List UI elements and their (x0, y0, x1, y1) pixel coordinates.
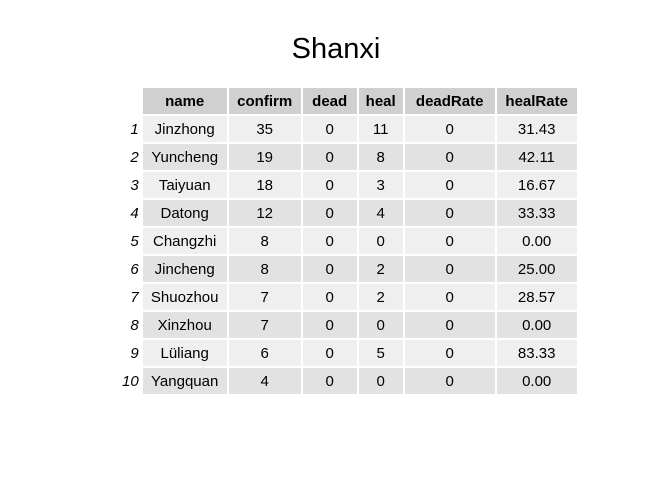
cell-confirm: 8 (228, 256, 301, 282)
column-header-dead: dead (302, 88, 357, 114)
cell-deadrate: 0 (404, 116, 495, 142)
table-title: Shanxi (291, 33, 381, 65)
row-number: 4 (130, 204, 139, 222)
column-header-deadrate: deadRate (404, 88, 495, 114)
cell-heal: 0 (358, 368, 403, 394)
cell-healrate: 42.11 (496, 144, 577, 170)
cell-heal: 0 (358, 228, 403, 254)
cell-healrate: 0.00 (496, 312, 577, 338)
header-row: name confirm dead heal deadRate healRate (118, 88, 577, 114)
table-row: 3 Taiyuan 18 0 3 0 16.67 (118, 172, 577, 198)
cell-dead: 0 (302, 368, 357, 394)
cell-dead: 0 (302, 172, 357, 198)
row-number: 3 (130, 176, 139, 194)
cell-name: Jinzhong (142, 116, 227, 142)
cell-healrate: 33.33 (496, 200, 577, 226)
cell-name: Jincheng (142, 256, 227, 282)
cell-confirm: 7 (228, 284, 301, 310)
row-number: 9 (130, 344, 139, 362)
cell-healrate: 25.00 (496, 256, 577, 282)
cell-healrate: 16.67 (496, 172, 577, 198)
cell-heal: 3 (358, 172, 403, 198)
row-number: 1 (130, 120, 139, 138)
cell-deadrate: 0 (404, 256, 495, 282)
cell-dead: 0 (302, 340, 357, 366)
cell-healrate: 0.00 (496, 368, 577, 394)
row-number: 6 (130, 260, 139, 278)
cell-confirm: 18 (228, 172, 301, 198)
cell-deadrate: 0 (404, 368, 495, 394)
cell-heal: 5 (358, 340, 403, 366)
table-row: 9 Lüliang 6 0 5 0 83.33 (118, 340, 577, 366)
table-row: 1 Jinzhong 35 0 11 0 31.43 (118, 116, 577, 142)
cell-deadrate: 0 (404, 228, 495, 254)
column-header-heal: heal (358, 88, 403, 114)
column-header-name: name (142, 88, 227, 114)
cell-confirm: 12 (228, 200, 301, 226)
cell-deadrate: 0 (404, 144, 495, 170)
cell-confirm: 6 (228, 340, 301, 366)
cell-heal: 2 (358, 284, 403, 310)
column-header-healrate: healRate (496, 88, 577, 114)
cell-dead: 0 (302, 116, 357, 142)
cell-healrate: 28.57 (496, 284, 577, 310)
cell-dead: 0 (302, 312, 357, 338)
row-number: 7 (130, 288, 139, 306)
cell-dead: 0 (302, 144, 357, 170)
cell-name: Changzhi (142, 228, 227, 254)
cell-confirm: 35 (228, 116, 301, 142)
table-body: 1 Jinzhong 35 0 11 0 31.43 2 Yuncheng 19 0 8 0 42.11 3… (118, 116, 577, 394)
table-row: 6 Jincheng 8 0 2 0 25.00 (118, 256, 577, 282)
cell-heal: 0 (358, 312, 403, 338)
cell-deadrate: 0 (404, 312, 495, 338)
cell-name: Shuozhou (142, 284, 227, 310)
cell-dead: 0 (302, 228, 357, 254)
cell-heal: 11 (358, 116, 403, 142)
row-number: 10 (122, 372, 139, 390)
cell-healrate: 31.43 (496, 116, 577, 142)
cell-healrate: 0.00 (496, 228, 577, 254)
cell-deadrate: 0 (404, 340, 495, 366)
table-row: 8 Xinzhou 7 0 0 0 0.00 (118, 312, 577, 338)
cell-heal: 2 (358, 256, 403, 282)
cell-name: Datong (142, 200, 227, 226)
row-number: 5 (130, 232, 139, 250)
table-row: 5 Changzhi 8 0 0 0 0.00 (118, 228, 577, 254)
row-number-header (118, 88, 141, 114)
cell-confirm: 4 (228, 368, 301, 394)
cell-heal: 8 (358, 144, 403, 170)
cell-dead: 0 (302, 200, 357, 226)
table-row: 7 Shuozhou 7 0 2 0 28.57 (118, 284, 577, 310)
cell-name: Yuncheng (142, 144, 227, 170)
data-table: name confirm dead heal deadRate healRate… (116, 86, 579, 396)
cell-deadrate: 0 (404, 200, 495, 226)
row-number: 2 (130, 148, 139, 166)
cell-name: Lüliang (142, 340, 227, 366)
table-row: 10 Yangquan 4 0 0 0 0.00 (118, 368, 577, 394)
cell-confirm: 8 (228, 228, 301, 254)
cell-confirm: 19 (228, 144, 301, 170)
cell-heal: 4 (358, 200, 403, 226)
cell-name: Taiyuan (142, 172, 227, 198)
table-row: 2 Yuncheng 19 0 8 0 42.11 (118, 144, 577, 170)
cell-name: Yangquan (142, 368, 227, 394)
cell-dead: 0 (302, 284, 357, 310)
column-header-confirm: confirm (228, 88, 301, 114)
row-number: 8 (130, 316, 139, 334)
cell-confirm: 7 (228, 312, 301, 338)
table-row: 4 Datong 12 0 4 0 33.33 (118, 200, 577, 226)
cell-healrate: 83.33 (496, 340, 577, 366)
cell-deadrate: 0 (404, 284, 495, 310)
cell-deadrate: 0 (404, 172, 495, 198)
cell-name: Xinzhou (142, 312, 227, 338)
cell-dead: 0 (302, 256, 357, 282)
